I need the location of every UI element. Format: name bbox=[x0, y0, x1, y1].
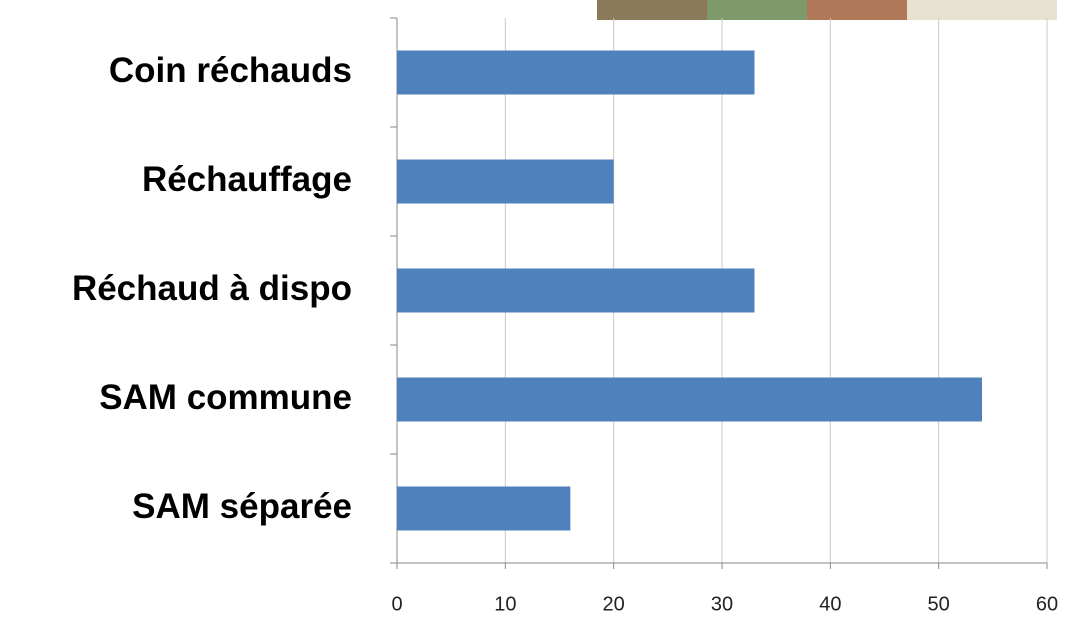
chart: 0 10 20 30 40 50 60 Coin réchauds Réchauffage Réc… bbox=[0, 0, 1068, 620]
bar bbox=[397, 269, 755, 313]
bar bbox=[397, 378, 982, 422]
bar bbox=[397, 160, 614, 204]
category-label: SAM séparée bbox=[132, 487, 352, 526]
category-label: Réchaud à dispo bbox=[72, 269, 352, 308]
decorative-photos bbox=[597, 0, 1057, 20]
x-tick-label: 0 bbox=[391, 593, 402, 615]
x-tick-label: 50 bbox=[928, 593, 950, 615]
bar bbox=[397, 51, 755, 95]
bar bbox=[397, 487, 570, 531]
category-label: Coin réchauds bbox=[109, 51, 352, 90]
category-label: Réchauffage bbox=[142, 160, 352, 199]
x-tick-label: 40 bbox=[819, 593, 841, 615]
x-tick-label: 60 bbox=[1036, 593, 1058, 615]
x-tick-label: 20 bbox=[603, 593, 625, 615]
x-tick-label: 10 bbox=[494, 593, 516, 615]
category-label: SAM commune bbox=[99, 378, 352, 417]
x-tick-label: 30 bbox=[711, 593, 733, 615]
